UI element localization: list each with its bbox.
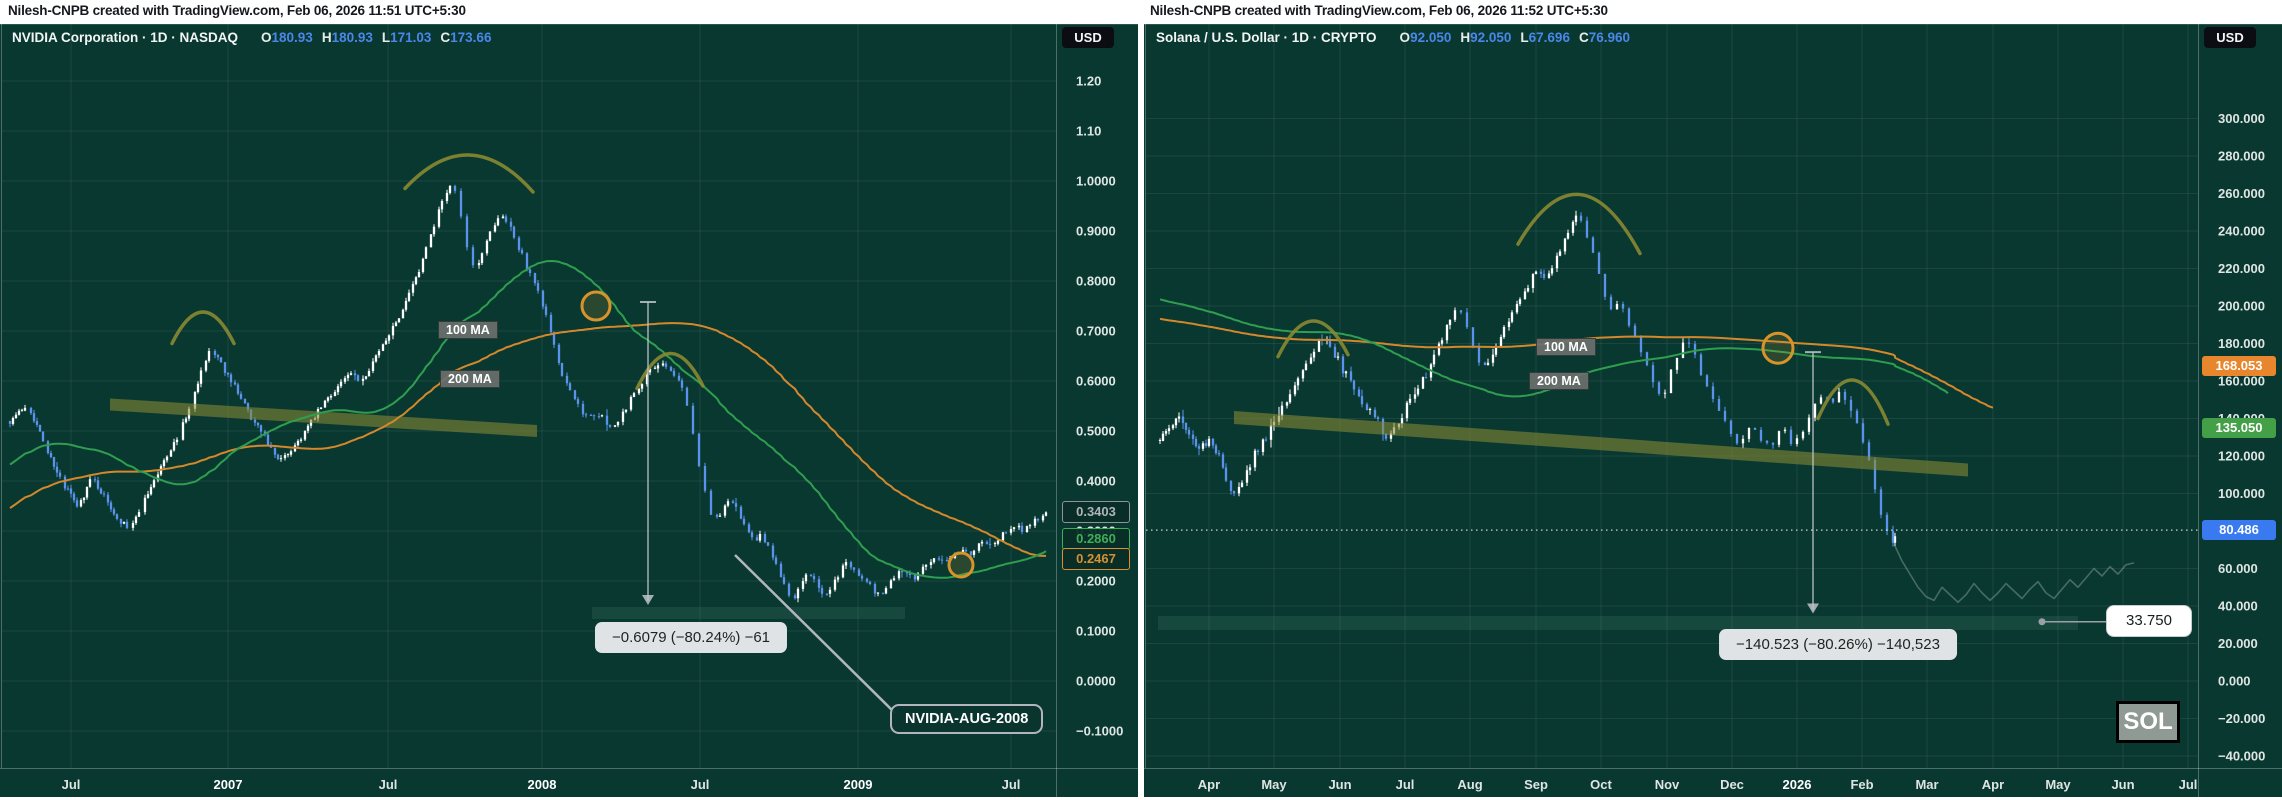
- currency-button-right[interactable]: USD: [2204, 27, 2256, 48]
- high-label: H: [321, 30, 332, 45]
- price-label-chip-135.050: 135.050: [2202, 417, 2276, 438]
- open-label: O: [1399, 30, 1411, 45]
- chart-widget-nvidia[interactable]: [0, 24, 1138, 797]
- attribution-right: Nilesh-CNPB created with TradingView.com…: [1150, 3, 1608, 18]
- symbol-watermark[interactable]: SOL: [2116, 701, 2180, 743]
- high-value: 180.93: [331, 30, 373, 45]
- ma-200-label-chip: 200 MA: [1529, 372, 1589, 390]
- symbol-title[interactable]: Solana / U.S. Dollar · 1D · CRYPTO: [1156, 30, 1377, 45]
- high-label: H: [1460, 30, 1471, 45]
- open-label: O: [261, 30, 272, 45]
- price-label-chip-0.2467: 0.2467: [1062, 547, 1130, 570]
- high-value: 92.050: [1470, 30, 1512, 45]
- measure-result-label[interactable]: −140.523 (−80.26%) −140,523: [1719, 629, 1957, 660]
- close-label: C: [1578, 30, 1589, 45]
- chart-widget-solana[interactable]: [1144, 24, 2282, 797]
- legend-solana[interactable]: Solana / U.S. Dollar · 1D · CRYPTO O92.05…: [1156, 30, 1630, 45]
- close-value: 76.960: [1588, 30, 1630, 45]
- low-label: L: [1520, 30, 1529, 45]
- ma-200-label-chip: 200 MA: [440, 370, 500, 388]
- price-label-chip-168.053: 168.053: [2202, 355, 2276, 376]
- symbol-title[interactable]: NVIDIA Corporation · 1D · NASDAQ: [12, 30, 238, 45]
- currency-button-left[interactable]: USD: [1062, 27, 1114, 48]
- ma-100-label-chip: 100 MA: [1536, 338, 1596, 356]
- attribution-left: Nilesh-CNPB created with TradingView.com…: [8, 3, 466, 18]
- open-value: 180.93: [271, 30, 313, 45]
- price-label-chip-0.2860: 0.2860: [1062, 528, 1130, 550]
- callout-label[interactable]: NVIDIA-AUG-2008: [890, 704, 1044, 734]
- price-label-chip-80.486: 80.486: [2202, 520, 2276, 541]
- ma-100-label-chip: 100 MA: [438, 321, 498, 339]
- low-label: L: [381, 30, 391, 45]
- measure-result-label[interactable]: −0.6079 (−80.24%) −61: [594, 622, 788, 653]
- close-label: C: [440, 30, 451, 45]
- open-value: 92.050: [1410, 30, 1452, 45]
- low-value: 171.03: [390, 30, 432, 45]
- low-value: 67.696: [1528, 30, 1570, 45]
- legend-nvidia[interactable]: NVIDIA Corporation · 1D · NASDAQ O180.93 H…: [12, 30, 491, 45]
- price-flag-label[interactable]: 33.750: [2106, 605, 2192, 637]
- close-value: 173.66: [450, 30, 492, 45]
- price-label-chip-0.3403: 0.3403: [1062, 500, 1130, 523]
